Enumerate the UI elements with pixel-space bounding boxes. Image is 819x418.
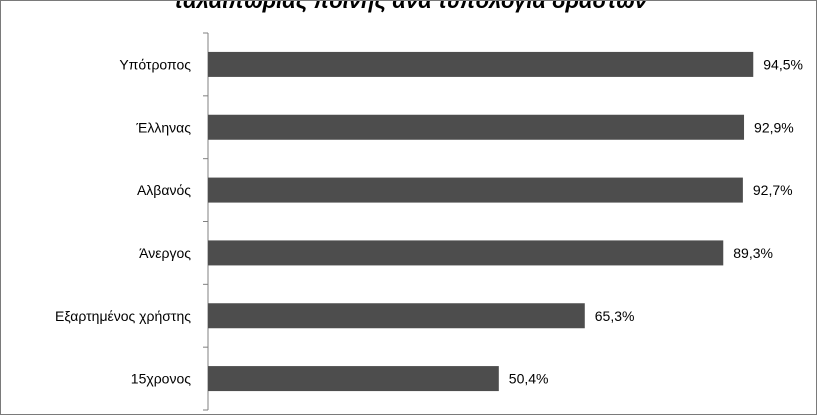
category-label: 15χρονος (131, 371, 191, 387)
bar (208, 114, 745, 140)
value-label: 50,4% (509, 371, 549, 387)
bar (208, 177, 743, 203)
value-label: 92,7% (753, 182, 793, 198)
value-labels: 94,5% 92,9% 92,7% 89,3% 65,3% 50,4% (509, 56, 803, 386)
category-label: Εξαρτημένος χρήστης (55, 308, 191, 324)
value-label: 92,9% (754, 119, 794, 135)
category-label: Άνεργος (139, 245, 191, 261)
bar (208, 240, 724, 266)
value-label: 89,3% (733, 245, 773, 261)
bar (208, 366, 499, 392)
category-label: Υπότροπος (119, 56, 191, 72)
category-label: Έλληνας (135, 119, 191, 135)
value-label: 65,3% (595, 308, 635, 324)
bar (208, 303, 585, 329)
value-label: 94,5% (763, 56, 803, 72)
bars-group (208, 51, 754, 392)
chart-title: ταλαιπωρίας ποινής ανά τυπολογία δράστων (174, 0, 647, 13)
category-label: Αλβανός (137, 182, 191, 198)
y-axis-ticks (203, 32, 208, 411)
category-labels: Υπότροπος Έλληνας Αλβανός Άνεργος Εξαρτημένο… (55, 56, 191, 386)
bar (208, 51, 754, 77)
